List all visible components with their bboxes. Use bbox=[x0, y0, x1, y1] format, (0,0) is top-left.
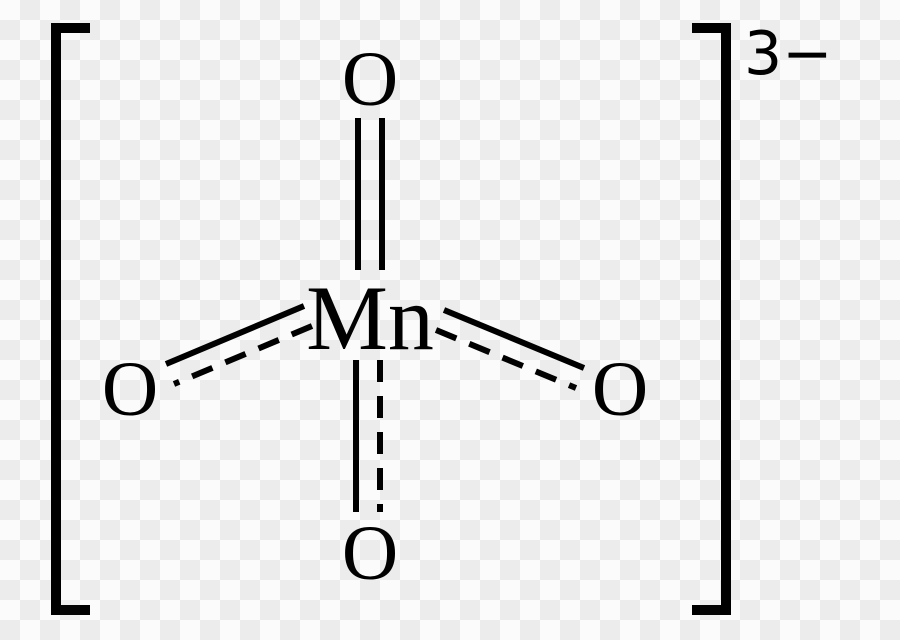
atom-left: O bbox=[102, 345, 158, 432]
right-bracket bbox=[692, 28, 726, 610]
left-bracket bbox=[56, 28, 90, 610]
charge-label: 3− bbox=[744, 19, 832, 89]
atom-top: O bbox=[342, 35, 398, 122]
structure-svg: Mn O O O O 3− bbox=[0, 0, 900, 640]
atom-center: Mn bbox=[306, 267, 434, 369]
atom-right: O bbox=[592, 345, 648, 432]
atom-bottom: O bbox=[342, 509, 398, 596]
